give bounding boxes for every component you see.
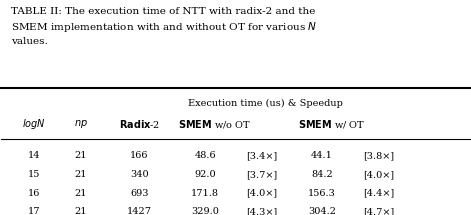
Text: $\mathbf{Radix}$-2: $\mathbf{Radix}$-2	[119, 118, 160, 130]
Text: [4.0×]: [4.0×]	[363, 170, 394, 179]
Text: 21: 21	[75, 207, 87, 215]
Text: 21: 21	[75, 189, 87, 198]
Text: Execution time (us) & Speedup: Execution time (us) & Speedup	[188, 99, 343, 108]
Text: 48.6: 48.6	[194, 151, 216, 160]
Text: $\mathbf{SMEM}$ w/ OT: $\mathbf{SMEM}$ w/ OT	[298, 118, 365, 130]
Text: 171.8: 171.8	[191, 189, 219, 198]
Text: 17: 17	[28, 207, 41, 215]
Text: 16: 16	[28, 189, 41, 198]
Text: 14: 14	[28, 151, 41, 160]
Text: [4.3×]: [4.3×]	[246, 207, 277, 215]
Text: 329.0: 329.0	[191, 207, 219, 215]
Text: TABLE II: The execution time of NTT with radix-2 and the
SMEM implementation wit: TABLE II: The execution time of NTT with…	[11, 7, 317, 46]
Text: [3.8×]: [3.8×]	[363, 151, 394, 160]
Text: $\mathbf{SMEM}$ w/o OT: $\mathbf{SMEM}$ w/o OT	[178, 118, 251, 130]
Text: 15: 15	[28, 170, 41, 179]
Text: [3.7×]: [3.7×]	[246, 170, 277, 179]
Text: 21: 21	[75, 170, 87, 179]
Text: 21: 21	[75, 151, 87, 160]
Text: 44.1: 44.1	[311, 151, 333, 160]
Text: $np$: $np$	[74, 118, 88, 130]
Text: 1427: 1427	[127, 207, 152, 215]
Text: 693: 693	[130, 189, 149, 198]
Text: 84.2: 84.2	[311, 170, 333, 179]
Text: 340: 340	[130, 170, 149, 179]
Text: 304.2: 304.2	[308, 207, 336, 215]
Text: [3.4×]: [3.4×]	[246, 151, 277, 160]
Text: 166: 166	[130, 151, 149, 160]
Text: [4.4×]: [4.4×]	[363, 189, 394, 198]
Text: [4.0×]: [4.0×]	[246, 189, 277, 198]
Text: [4.7×]: [4.7×]	[363, 207, 394, 215]
Text: 156.3: 156.3	[308, 189, 336, 198]
Text: 92.0: 92.0	[194, 170, 216, 179]
Text: $logN$: $logN$	[22, 117, 46, 131]
